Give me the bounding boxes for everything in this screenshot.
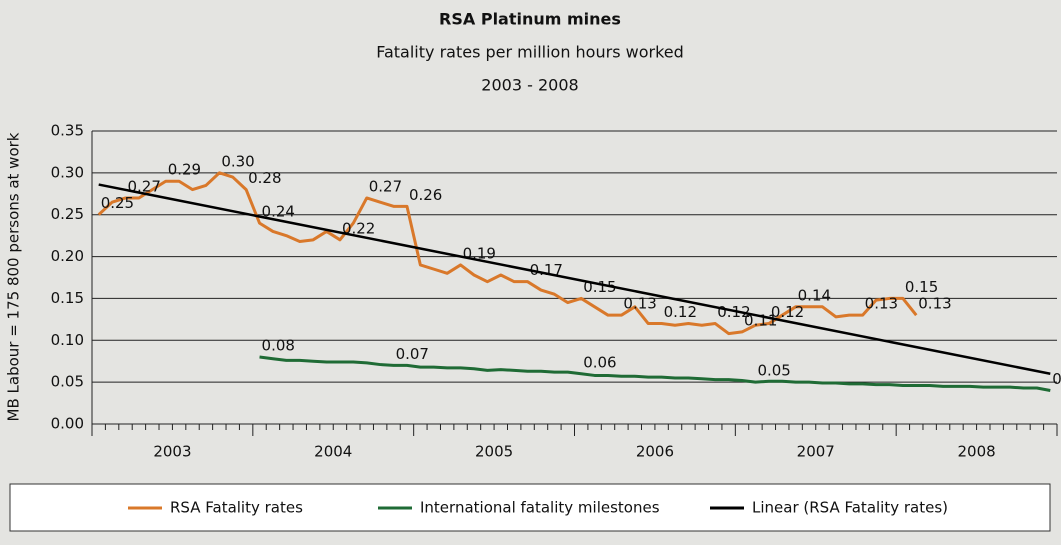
y-tick-label: 0.10 <box>51 331 84 349</box>
x-tick-label: 2005 <box>475 443 513 461</box>
y-tick-label: 0.05 <box>51 373 84 391</box>
legend-label: RSA Fatality rates <box>170 499 303 517</box>
data-label: 0.25 <box>101 194 134 212</box>
data-label: 0.13 <box>623 295 656 313</box>
data-label: 0.30 <box>221 152 254 170</box>
data-label: 0.15 <box>905 278 938 296</box>
data-label: 0.08 <box>262 337 295 355</box>
legend-label: Linear (RSA Fatality rates) <box>752 499 948 517</box>
data-label: 0.07 <box>396 345 429 363</box>
y-tick-label: 0.35 <box>51 122 84 140</box>
chart-title: RSA Platinum mines <box>439 10 621 29</box>
legend-label: International fatality milestones <box>420 499 660 517</box>
data-label: 0.12 <box>664 303 697 321</box>
series-line <box>259 355 1051 392</box>
x-tick-label: 2007 <box>797 443 835 461</box>
legend-box <box>9 483 1051 532</box>
data-label: 0.11 <box>744 311 777 329</box>
x-tick-label: 2008 <box>957 443 995 461</box>
chart-subtitle: 2003 - 2008 <box>481 76 578 95</box>
chart-subtitle: Fatality rates per million hours worked <box>376 43 684 62</box>
y-tick-label: 0.30 <box>51 163 84 181</box>
y-tick-label: 0.25 <box>51 205 84 223</box>
y-axis-label: MB Labour = 175 800 persons at work <box>5 132 23 421</box>
x-tick-label: 2003 <box>153 443 191 461</box>
data-label: 0.22 <box>342 219 375 237</box>
trend-line <box>98 183 1051 375</box>
data-label: 0.04 <box>1052 370 1061 388</box>
data-label: 0.27 <box>369 177 402 195</box>
data-label: 0.28 <box>248 169 281 187</box>
data-label: 0.13 <box>918 295 951 313</box>
series-line <box>97 171 918 336</box>
x-tick-label: 2006 <box>636 443 674 461</box>
data-label: 0.26 <box>409 186 442 204</box>
y-tick-label: 0.00 <box>51 415 84 433</box>
data-label: 0.05 <box>757 362 790 380</box>
data-label: 0.29 <box>168 161 201 179</box>
y-tick-label: 0.15 <box>51 289 84 307</box>
data-label: 0.14 <box>798 286 831 304</box>
x-tick-label: 2004 <box>314 443 352 461</box>
data-label: 0.24 <box>262 203 295 221</box>
data-label: 0.13 <box>865 295 898 313</box>
y-tick-label: 0.20 <box>51 247 84 265</box>
data-label: 0.12 <box>771 303 804 321</box>
data-label: 0.06 <box>583 353 616 371</box>
